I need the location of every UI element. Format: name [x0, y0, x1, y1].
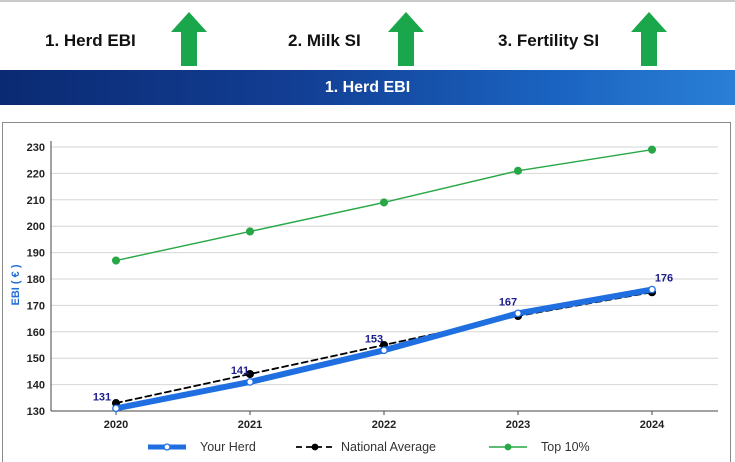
kpi-header: 1. Herd EBI 2. Milk SI 3. Fertility SI	[0, 0, 735, 72]
x-tick-label: 2021	[238, 419, 262, 431]
y-tick-label: 180	[27, 274, 45, 286]
data-point	[245, 369, 255, 379]
axes: 130 140 150 160 170 180 190 200 210 220 230 2020 202…	[10, 141, 718, 431]
y-tick-label: 160	[27, 327, 45, 339]
data-point	[111, 256, 121, 265]
legend-marker	[504, 443, 512, 451]
y-tick-label: 130	[27, 406, 45, 418]
data-label: 167	[499, 296, 517, 308]
up-arrow-icon	[171, 12, 207, 66]
data-point	[112, 404, 120, 413]
data-labels: 131 141 153 167 176	[93, 273, 673, 404]
x-tick-label: 2022	[372, 419, 396, 431]
y-tick-label: 170	[27, 300, 45, 312]
up-arrow-icon	[631, 12, 667, 66]
up-arrow-icon	[388, 12, 424, 66]
legend-label: Top 10%	[541, 440, 590, 454]
y-tick-label: 230	[27, 142, 45, 154]
data-point	[379, 198, 389, 207]
kpi-fertility-si-label: 3. Fertility SI	[498, 31, 600, 50]
kpi-herd-ebi-label: 1. Herd EBI	[45, 31, 136, 50]
data-point	[246, 378, 254, 386]
data-label: 141	[231, 365, 249, 377]
x-tick-label: 2020	[104, 419, 128, 431]
y-tick-label: 140	[27, 380, 45, 392]
herd-ebi-chart: 130 140 150 160 170 180 190 200 210 220 230 2020 202…	[10, 141, 718, 454]
x-tick-label: 2023	[506, 419, 530, 431]
chart-frame	[2, 122, 731, 462]
x-tick-label: 2024	[640, 419, 665, 431]
y-tick-label: 220	[27, 168, 45, 180]
gridlines	[51, 146, 718, 412]
data-label: 153	[365, 333, 383, 345]
series	[111, 145, 657, 413]
legend-marker	[311, 443, 319, 451]
y-tick-label: 150	[27, 353, 45, 365]
section-banner: 1. Herd EBI	[0, 70, 735, 105]
data-point	[380, 346, 388, 355]
data-point	[648, 285, 656, 294]
y-tick-label: 200	[27, 221, 45, 233]
data-point	[245, 227, 255, 236]
legend-label: National Average	[341, 440, 436, 454]
data-label: 176	[655, 273, 673, 285]
kpi-milk-si-label: 2. Milk SI	[288, 31, 361, 50]
data-point	[647, 145, 657, 154]
legend-label: Your Herd	[200, 440, 256, 454]
y-tick-label: 190	[27, 248, 45, 260]
data-point	[514, 309, 522, 318]
legend: Your Herd National Average Top 10%	[148, 440, 590, 454]
y-axis-label: EBI ( € )	[10, 264, 22, 305]
data-point	[513, 166, 523, 175]
y-tick-label: 210	[27, 195, 45, 207]
data-label: 131	[93, 391, 111, 403]
legend-marker	[163, 443, 171, 451]
